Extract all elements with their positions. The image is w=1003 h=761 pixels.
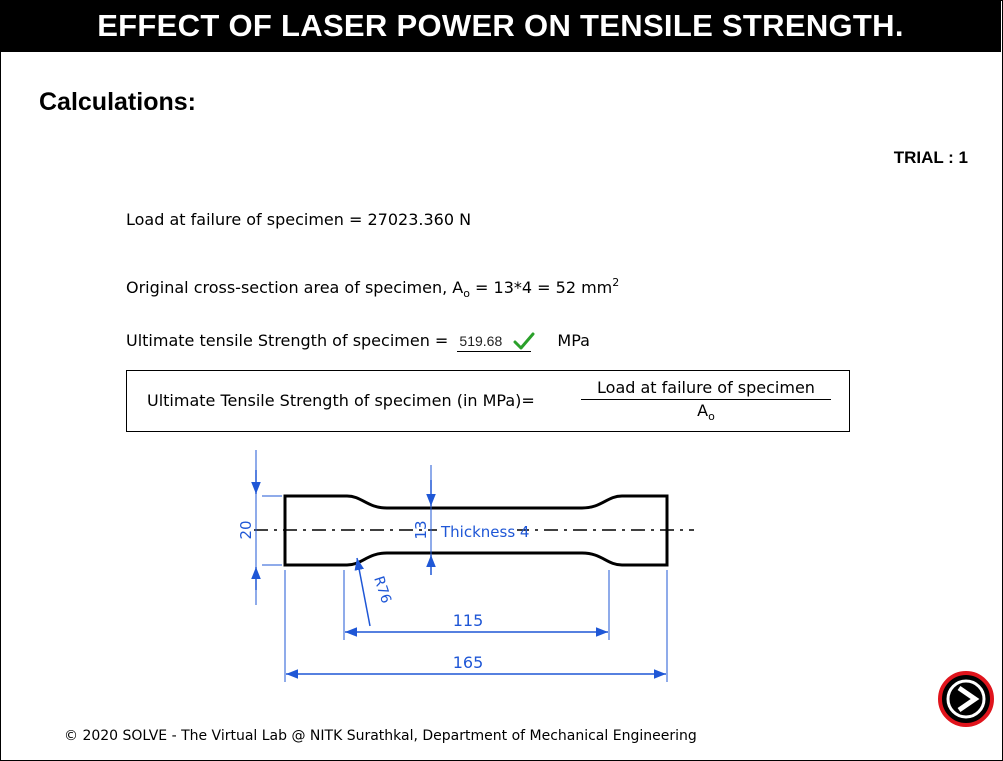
formula-denominator: Ao — [581, 400, 831, 423]
formula-box: Ultimate Tensile Strength of specimen (i… — [126, 370, 850, 432]
formula-denominator-main: A — [697, 401, 708, 420]
area-superscript: 2 — [612, 276, 619, 289]
thickness-label: Thickness 4 — [440, 523, 529, 541]
formula-lhs: Ultimate Tensile Strength of specimen (i… — [147, 391, 535, 410]
uts-unit: MPa — [557, 331, 590, 350]
footer-copyright: © 2020 SOLVE - The Virtual Lab @ NITK Su… — [64, 728, 697, 744]
uts-label: Ultimate tensile Strength of specimen = — [126, 331, 453, 350]
dim-gauge-length-label: 115 — [453, 611, 484, 630]
section-heading: Calculations: — [39, 88, 196, 117]
area-label-suffix: = 13*4 = 52 mm — [470, 278, 612, 297]
dim-gauge-width-label: 13 — [412, 520, 430, 539]
area-subscript: o — [463, 287, 470, 300]
dim-width-label: 20 — [237, 520, 255, 539]
page-title: EFFECT OF LASER POWER ON TENSILE STRENGT… — [0, 0, 1001, 52]
load-line: Load at failure of specimen = 27023.360 … — [126, 210, 471, 229]
check-icon — [513, 331, 535, 354]
formula-fraction: Load at failure of specimen Ao — [581, 378, 831, 423]
dim-total-length-label: 165 — [453, 653, 484, 672]
radius-label: R76 — [370, 574, 394, 605]
uts-answer-field[interactable]: 519.68 — [457, 333, 531, 352]
next-arrow-icon — [937, 670, 995, 728]
formula-numerator: Load at failure of specimen — [581, 378, 831, 400]
uts-line: Ultimate tensile Strength of specimen = … — [126, 331, 590, 352]
uts-answer-value: 519.68 — [459, 333, 502, 349]
area-label-prefix: Original cross-section area of specimen,… — [126, 278, 463, 297]
trial-label: TRIAL : 1 — [894, 148, 968, 168]
next-button[interactable] — [937, 670, 995, 728]
formula-denominator-sub: o — [708, 410, 715, 423]
specimen-diagram: 20 13 Thickness 4 R76 115 165 — [232, 450, 702, 690]
area-line: Original cross-section area of specimen,… — [126, 276, 619, 300]
